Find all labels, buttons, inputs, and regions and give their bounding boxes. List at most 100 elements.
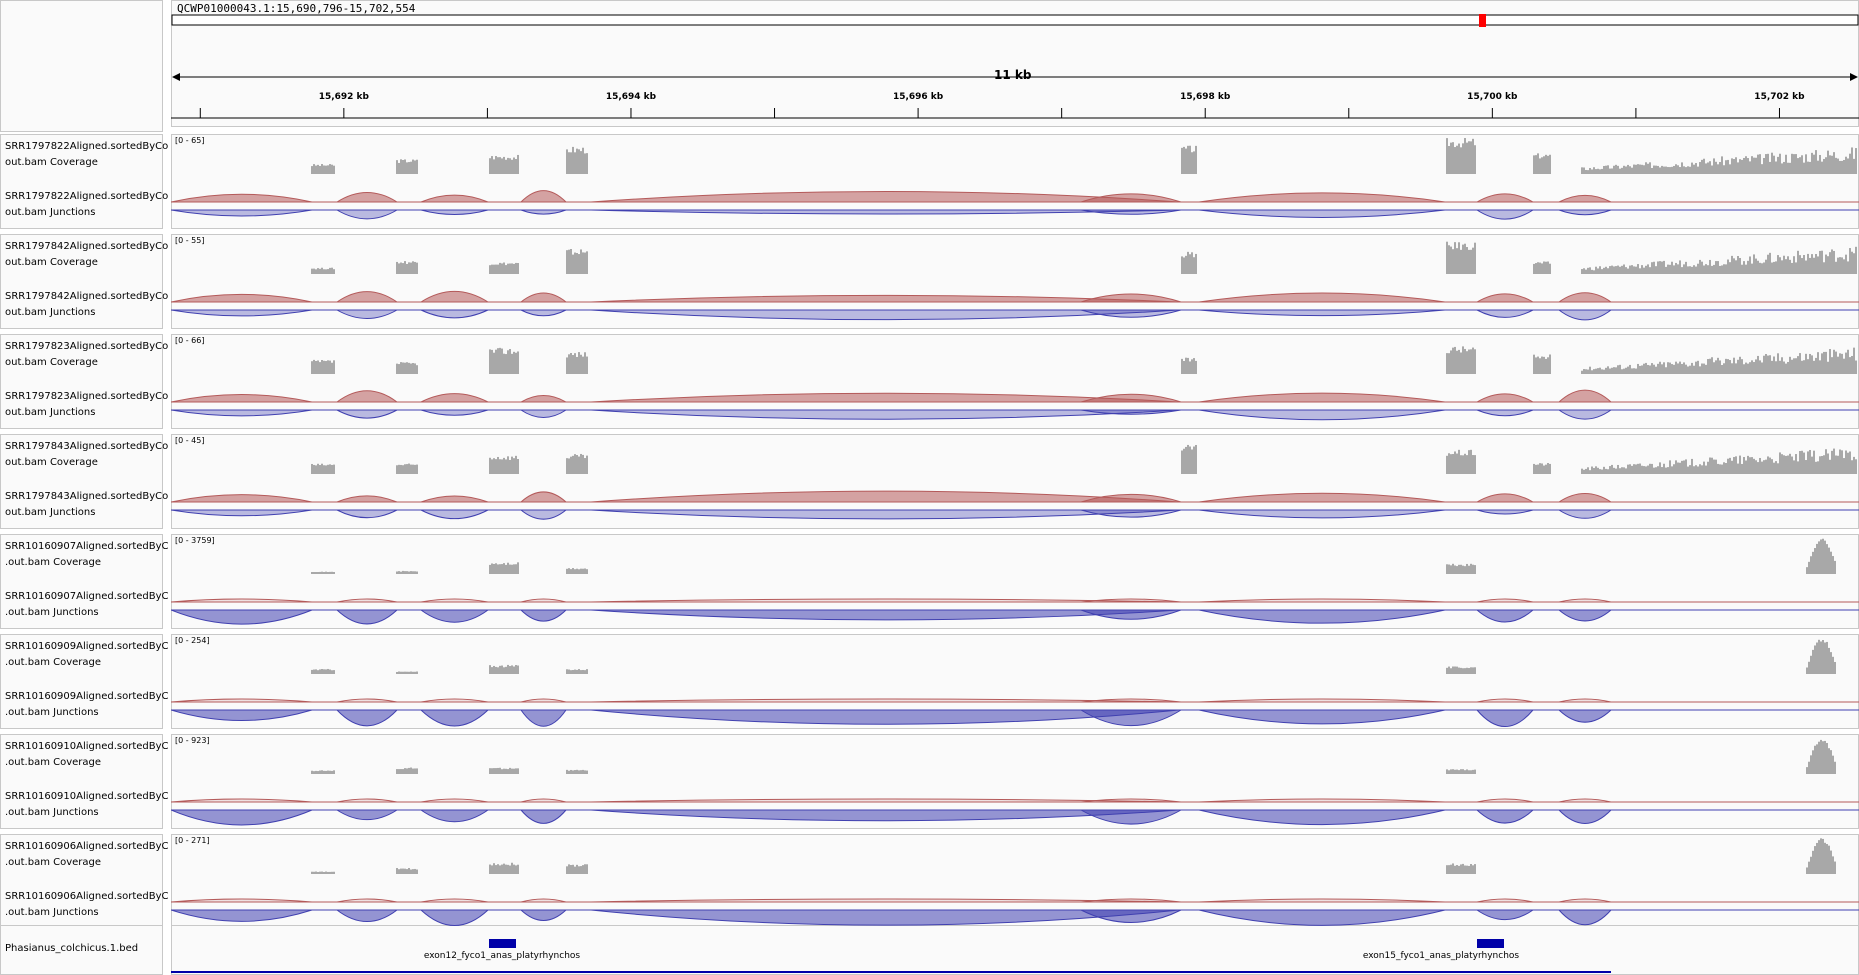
junction-track[interactable] (171, 898, 1859, 927)
coverage-bar (1619, 168, 1621, 174)
track-name-box[interactable]: SRR10160907Aligned.sortedByC .out.bam Cov… (0, 534, 169, 629)
tracks-canvas[interactable] (171, 0, 1859, 975)
coverage-bar (1603, 466, 1605, 474)
coverage-bar (1583, 167, 1585, 174)
coverage-data-range: [0 - 271] (175, 836, 210, 845)
junction-track[interactable] (171, 698, 1859, 727)
coverage-bar (1446, 353, 1448, 374)
coverage-track[interactable] (311, 538, 1836, 574)
coverage-bar (1693, 265, 1695, 274)
coverage-bar (574, 152, 576, 174)
coverage-bar (1739, 455, 1741, 474)
track-name-box[interactable]: SRR10160910Aligned.sortedByC .out.bam Cov… (0, 734, 169, 829)
sample-track-box[interactable] (171, 434, 1859, 529)
junction-arc-minus (1198, 509, 1446, 519)
coverage-bar (509, 263, 511, 274)
coverage-bar (509, 767, 511, 774)
coverage-bar (1633, 164, 1635, 174)
coverage-bar (1731, 255, 1733, 274)
bed-track-name-box[interactable]: Phasianus_colchicus.1.bed (0, 925, 163, 975)
coverage-bar (1719, 265, 1721, 274)
junction-arc-plus (171, 394, 313, 403)
coverage-bar (1585, 169, 1587, 174)
coverage-bar (1647, 364, 1649, 374)
coverage-bar (1799, 353, 1801, 374)
coverage-track[interactable] (311, 739, 1836, 774)
junction-arc-minus (1475, 209, 1535, 220)
coverage-bar (505, 265, 507, 274)
coverage-bar (1805, 353, 1807, 374)
sample-track-box[interactable] (171, 334, 1859, 429)
coverage-bar (572, 254, 574, 274)
junction-track[interactable] (171, 798, 1859, 826)
coverage-bar (568, 770, 570, 774)
junction-track[interactable] (171, 389, 1859, 421)
coverage-track[interactable] (311, 346, 1857, 374)
junction-track[interactable] (171, 490, 1859, 520)
coverage-bar (1460, 769, 1462, 774)
junction-track[interactable] (171, 598, 1859, 625)
track-name-box[interactable]: SRR10160909Aligned.sortedByC .out.bam Cov… (0, 634, 169, 729)
coverage-bar (489, 158, 491, 174)
coverage-bar (1468, 668, 1470, 674)
coverage-bar (406, 768, 408, 774)
coverage-bar (1765, 154, 1767, 174)
coverage-bar (570, 769, 572, 774)
coverage-track-name: out.bam Coverage (5, 457, 98, 468)
coverage-bar (495, 768, 497, 774)
coverage-bar (499, 665, 501, 674)
coverage-bar (1545, 358, 1547, 374)
coverage-bar (329, 669, 331, 674)
coverage-bar (1826, 544, 1828, 574)
coverage-bar (398, 162, 400, 174)
chromosome-ideogram[interactable] (171, 14, 1859, 26)
junction-arc-plus (520, 798, 567, 803)
coverage-bar (319, 770, 321, 774)
track-name-box[interactable]: SRR1797842Aligned.sortedByCo out.bam Cove… (0, 234, 168, 329)
coverage-bar (499, 459, 501, 474)
bed-feature-block[interactable] (1477, 939, 1504, 948)
coverage-track[interactable] (311, 444, 1857, 474)
coverage-bar (1458, 667, 1460, 674)
coverage-bar (1695, 266, 1697, 274)
coverage-bar (1657, 165, 1659, 174)
coverage-bar (1649, 162, 1651, 174)
coverage-bar (515, 455, 517, 474)
coverage-bar (321, 463, 323, 474)
coverage-bar (1721, 156, 1723, 174)
junction-arc-plus (1476, 598, 1534, 603)
coverage-bar (1847, 261, 1849, 274)
coverage-bar (1771, 152, 1773, 174)
track-name-box[interactable]: SRR10160906Aligned.sortedByC .out.bam Cov… (0, 834, 169, 929)
bed-feature-block[interactable] (489, 939, 516, 948)
junction-track[interactable] (171, 190, 1859, 220)
junction-arc-minus (1198, 409, 1446, 421)
coverage-bar (1797, 250, 1799, 274)
coverage-track[interactable] (311, 639, 1836, 674)
coverage-bar (1647, 465, 1649, 474)
coverage-track[interactable] (311, 138, 1857, 174)
track-name-box[interactable]: SRR1797822Aligned.sortedByCo out.bam Cove… (0, 134, 168, 229)
coverage-bar (515, 262, 517, 274)
coverage-bar (1806, 567, 1808, 574)
junction-arc-minus (335, 609, 399, 625)
coverage-track[interactable] (311, 838, 1836, 874)
coverage-bar (511, 159, 513, 174)
coverage-bar (1470, 349, 1472, 374)
track-name-box[interactable]: SRR1797823Aligned.sortedByCo out.bam Cove… (0, 334, 168, 429)
coverage-bar (1769, 457, 1771, 474)
coverage-bar (586, 864, 588, 874)
coverage-bar (1545, 154, 1547, 174)
coverage-bar (1691, 162, 1693, 174)
coverage-bar (1801, 450, 1803, 474)
coverage-bar (1549, 354, 1551, 374)
junction-track[interactable] (171, 291, 1859, 321)
coverage-bar (1737, 256, 1739, 274)
track-name-box[interactable]: SRR1797843Aligned.sortedByCo out.bam Cove… (0, 434, 168, 529)
sample-track-box[interactable] (171, 234, 1859, 329)
coverage-track[interactable] (311, 241, 1857, 274)
coverage-bar (1783, 361, 1785, 374)
coverage-bar (1727, 259, 1729, 274)
junction-arc-minus (1557, 509, 1613, 519)
coverage-bar (1641, 164, 1643, 174)
